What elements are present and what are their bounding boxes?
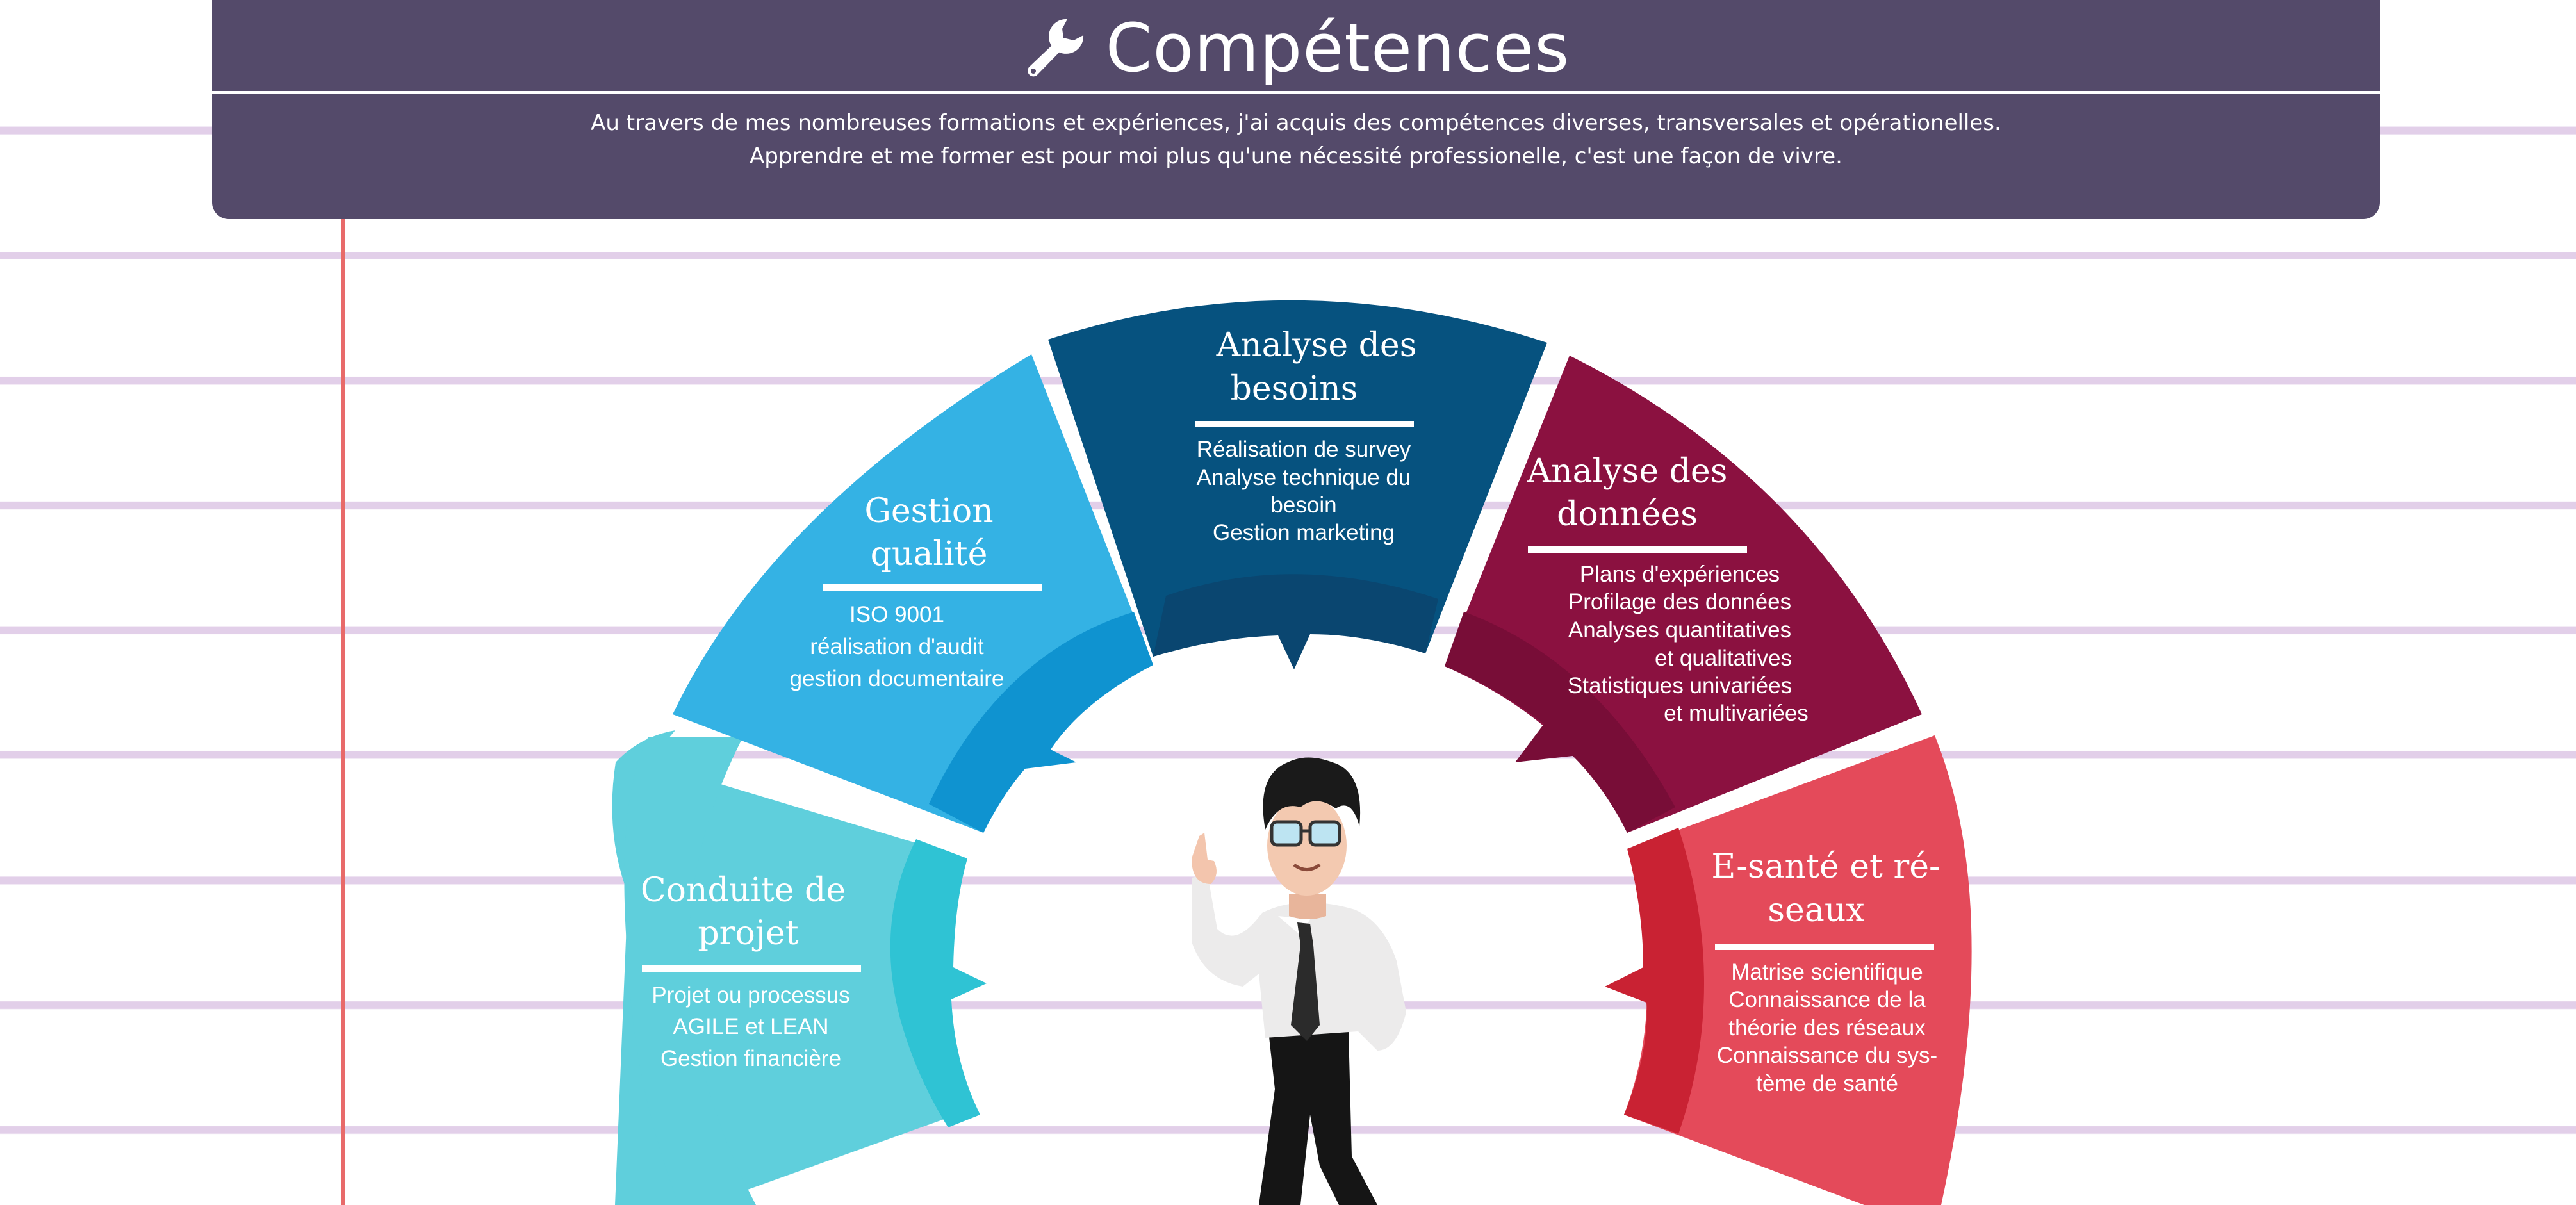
page-title: Compétences (1105, 9, 1570, 87)
segment-item: Projet ou processus (652, 983, 849, 1008)
segment-item: Gestion marketing (1213, 520, 1395, 545)
description-line-1: Au travers de mes nombreuses formations … (591, 110, 2001, 136)
segment-item: et multivariées (1664, 701, 1809, 726)
header-description: Au travers de mes nombreuses formations … (212, 106, 2380, 173)
segment-item: Analyse technique du (1197, 465, 1411, 490)
segment-item: Réalisation de survey (1197, 437, 1411, 462)
segment-divider (642, 965, 861, 972)
segment-divider (1195, 421, 1414, 427)
segment-title: Analyse des (1527, 452, 1728, 491)
segment-item: et qualitatives (1655, 646, 1792, 671)
segment-e-sante-et-reseaux: E-santé et ré- seaux Matrise scientifiqu… (1605, 735, 1972, 1205)
segment-title: qualité (871, 535, 988, 573)
segment-title: besoins (1231, 370, 1358, 408)
header-card: Compétences Au travers de mes nombreuses… (212, 0, 2380, 219)
segment-analyse-des-donnees: Analyse des données Plans d'expériences … (1445, 356, 1922, 833)
businessman-illustration (1192, 757, 1406, 1205)
segment-item: Gestion financière (660, 1046, 841, 1071)
segment-item: gestion documentaire (790, 666, 1005, 691)
description-line-2: Apprendre et me former est pour moi plus… (750, 143, 1842, 169)
paper-margin-line (341, 192, 345, 1205)
segment-item: Analyses quantitatives (1568, 618, 1791, 643)
segment-divider (823, 584, 1042, 591)
segment-divider (1715, 944, 1934, 950)
segment-item: Connaissance du sys- (1717, 1043, 1937, 1068)
segment-title: Gestion (864, 492, 993, 530)
segment-item: Plans d'expériences (1580, 562, 1780, 587)
segment-divider (1528, 546, 1747, 553)
segment-title: données (1557, 495, 1698, 534)
segment-title: Analyse des (1216, 326, 1417, 365)
segment-item: théorie des réseaux (1728, 1015, 1926, 1040)
header-divider (212, 91, 2380, 94)
segment-item: réalisation d'audit (810, 634, 984, 659)
segment-gestion-qualite: Gestion qualité ISO 9001 réalisation d'a… (673, 354, 1153, 833)
segment-item: tème de santé (1756, 1071, 1898, 1096)
segment-item: Matrise scientifique (1731, 960, 1923, 985)
segment-title: projet (698, 914, 798, 953)
segment-item: Connaissance de la (1728, 987, 1926, 1012)
segment-analyse-des-besoins: Analyse des besoins Réalisation de surve… (1048, 300, 1547, 669)
segment-item: AGILE et LEAN (673, 1014, 828, 1039)
segment-title: E-santé et ré- (1711, 848, 1940, 886)
segment-conduite-de-projet: Conduite de projet Projet ou processus A… (612, 730, 987, 1205)
segment-title: seaux (1768, 891, 1864, 930)
segment-item: ISO 9001 (849, 602, 944, 627)
segment-item: Profilage des données (1568, 589, 1791, 614)
segment-item: besoin (1270, 493, 1336, 518)
wrench-icon (1022, 16, 1087, 80)
header-title-row: Compétences (212, 6, 2380, 90)
segment-title: Conduite de (641, 871, 846, 910)
segment-item: Statistiques univariées (1568, 673, 1792, 698)
